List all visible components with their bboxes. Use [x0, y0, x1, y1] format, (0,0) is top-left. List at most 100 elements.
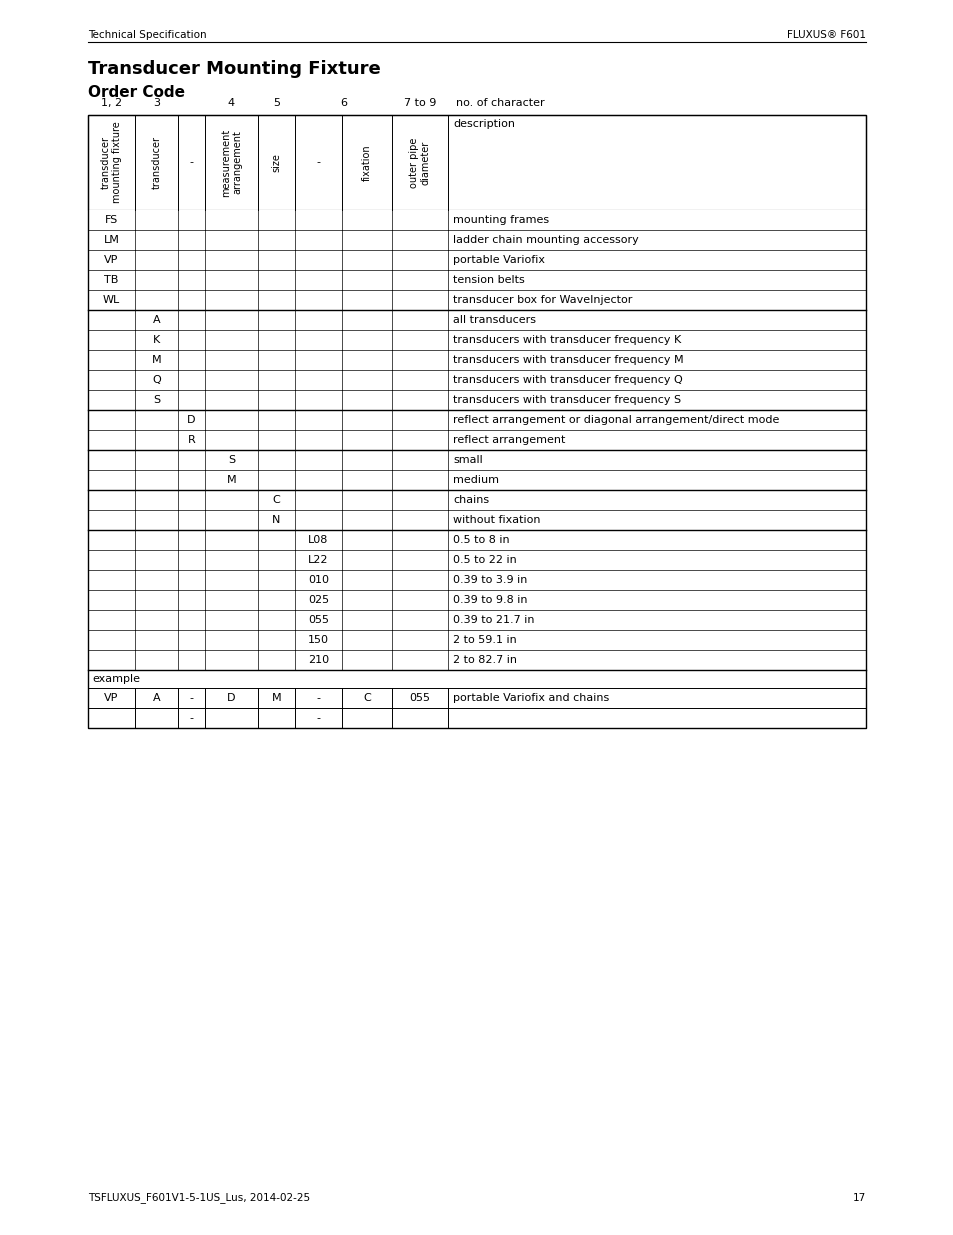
Bar [88, 610, 865, 630]
Text: LM: LM [104, 235, 119, 245]
Bar [88, 270, 865, 290]
Bar [88, 708, 865, 727]
Text: S: S [152, 395, 160, 405]
Text: A: A [152, 315, 160, 325]
Text: -: - [316, 693, 320, 703]
Text: VP: VP [104, 254, 118, 266]
Bar [88, 590, 865, 610]
Text: 2 to 59.1 in: 2 to 59.1 in [453, 635, 517, 645]
Text: all transducers: all transducers [453, 315, 536, 325]
Bar [88, 571, 865, 590]
Text: 7 to 9: 7 to 9 [403, 98, 436, 107]
Bar [88, 330, 865, 350]
Text: 055: 055 [308, 615, 329, 625]
Text: 3: 3 [152, 98, 160, 107]
Text: Q: Q [152, 375, 161, 385]
Text: A: A [152, 693, 160, 703]
Text: fixation: fixation [361, 144, 372, 180]
Bar [88, 550, 865, 571]
Text: description: description [453, 119, 515, 128]
Text: D: D [227, 693, 235, 703]
Bar [88, 115, 865, 210]
Text: 0.5 to 8 in: 0.5 to 8 in [453, 535, 509, 545]
Text: N: N [272, 515, 280, 525]
Text: Order Code: Order Code [88, 85, 185, 100]
Text: -: - [190, 713, 193, 722]
Bar [88, 249, 865, 270]
Text: small: small [453, 454, 482, 466]
Text: 0.39 to 3.9 in: 0.39 to 3.9 in [453, 576, 527, 585]
Text: R: R [188, 435, 195, 445]
Text: portable Variofix and chains: portable Variofix and chains [453, 693, 609, 703]
Bar [88, 210, 865, 230]
Text: 17: 17 [852, 1193, 865, 1203]
Text: C: C [273, 495, 280, 505]
Bar [88, 490, 865, 510]
Text: without fixation: without fixation [453, 515, 540, 525]
Text: 6: 6 [339, 98, 347, 107]
Text: 210: 210 [308, 655, 329, 664]
Text: -: - [190, 693, 193, 703]
Text: reflect arrangement: reflect arrangement [453, 435, 565, 445]
Text: 2 to 82.7 in: 2 to 82.7 in [453, 655, 517, 664]
Text: M: M [152, 354, 161, 366]
Bar [88, 370, 865, 390]
Text: 0.5 to 22 in: 0.5 to 22 in [453, 555, 517, 564]
Bar [88, 510, 865, 530]
Text: VP: VP [104, 693, 118, 703]
Bar [88, 630, 865, 650]
Text: mounting frames: mounting frames [453, 215, 549, 225]
Text: C: C [363, 693, 371, 703]
Text: FS: FS [105, 215, 118, 225]
Text: Transducer Mounting Fixture: Transducer Mounting Fixture [88, 61, 380, 78]
Text: L22: L22 [308, 555, 329, 564]
Bar [88, 671, 865, 688]
Text: measurement
arrangement: measurement arrangement [220, 128, 242, 196]
Text: 0.39 to 9.8 in: 0.39 to 9.8 in [453, 595, 527, 605]
Bar [88, 390, 865, 410]
Bar [88, 450, 865, 471]
Text: size: size [272, 153, 281, 172]
Text: M: M [227, 475, 236, 485]
Text: no. of character: no. of character [456, 98, 544, 107]
Text: transducers with transducer frequency K: transducers with transducer frequency K [453, 335, 680, 345]
Bar [88, 530, 865, 550]
Text: ladder chain mounting accessory: ladder chain mounting accessory [453, 235, 639, 245]
Text: portable Variofix: portable Variofix [453, 254, 544, 266]
Text: D: D [187, 415, 195, 425]
Text: example: example [91, 674, 140, 684]
Text: 025: 025 [308, 595, 329, 605]
Text: transducers with transducer frequency S: transducers with transducer frequency S [453, 395, 680, 405]
Text: FLUXUS® F601: FLUXUS® F601 [786, 30, 865, 40]
Bar [88, 650, 865, 671]
Text: 0.39 to 21.7 in: 0.39 to 21.7 in [453, 615, 534, 625]
Bar [88, 688, 865, 708]
Text: L08: L08 [308, 535, 329, 545]
Bar [88, 290, 865, 310]
Text: transducers with transducer frequency Q: transducers with transducer frequency Q [453, 375, 682, 385]
Text: transducer: transducer [152, 136, 161, 189]
Bar [88, 310, 865, 330]
Text: 4: 4 [228, 98, 234, 107]
Text: WL: WL [103, 295, 120, 305]
Text: medium: medium [453, 475, 498, 485]
Text: transducers with transducer frequency M: transducers with transducer frequency M [453, 354, 683, 366]
Text: tension belts: tension belts [453, 275, 524, 285]
Bar [88, 471, 865, 490]
Text: transducer
mounting fixture: transducer mounting fixture [101, 121, 122, 204]
Text: 010: 010 [308, 576, 329, 585]
Text: S: S [228, 454, 234, 466]
Text: chains: chains [453, 495, 489, 505]
Text: 055: 055 [409, 693, 430, 703]
Text: outer pipe
diameter: outer pipe diameter [409, 137, 431, 188]
Text: -: - [316, 713, 320, 722]
Text: 5: 5 [273, 98, 280, 107]
Bar [88, 350, 865, 370]
Text: reflect arrangement or diagonal arrangement/direct mode: reflect arrangement or diagonal arrangem… [453, 415, 779, 425]
Text: 1, 2: 1, 2 [101, 98, 122, 107]
Text: -: - [190, 158, 193, 168]
Text: TB: TB [104, 275, 118, 285]
Text: transducer box for WaveInjector: transducer box for WaveInjector [453, 295, 632, 305]
Bar [88, 410, 865, 430]
Text: K: K [152, 335, 160, 345]
